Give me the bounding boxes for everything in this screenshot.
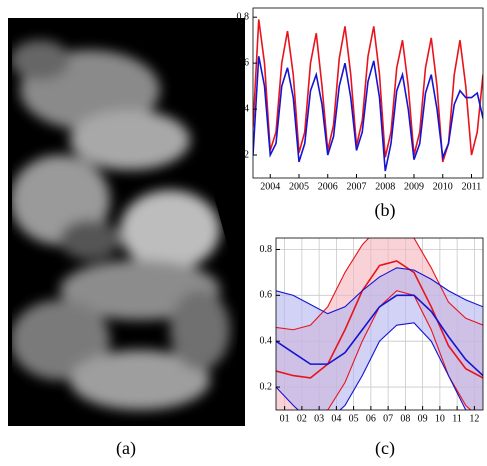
axes-frame bbox=[252, 7, 484, 179]
x-tick-label: 2007 bbox=[347, 181, 367, 192]
caption: (b) bbox=[375, 200, 396, 221]
band-edge bbox=[276, 322, 467, 410]
y-tick-label: 0.4 bbox=[237, 103, 250, 114]
y-tick-label: 0.6 bbox=[260, 290, 273, 301]
x-tick-label: 02 bbox=[297, 413, 307, 424]
caption: (c) bbox=[375, 438, 395, 459]
y-tick-label: 0.8 bbox=[260, 244, 273, 255]
band-edge bbox=[276, 238, 483, 331]
caption: (a) bbox=[116, 438, 136, 459]
x-tick-label: 2006 bbox=[318, 181, 338, 192]
x-tick-label: 05 bbox=[349, 413, 359, 424]
x-tick-label: 12 bbox=[469, 413, 479, 424]
y-tick-label: 0.8 bbox=[237, 11, 250, 22]
y-tick-label: 0.2 bbox=[260, 381, 273, 392]
x-tick-label: 2010 bbox=[433, 181, 453, 192]
y-tick-label: 0.6 bbox=[237, 57, 250, 68]
line bbox=[253, 56, 483, 172]
x-tick-label: 10 bbox=[435, 413, 445, 424]
x-tick-label: 2011 bbox=[462, 181, 482, 192]
y-tick-label: 0.2 bbox=[237, 149, 250, 160]
x-tick-label: 2005 bbox=[289, 181, 309, 192]
line bbox=[276, 294, 483, 377]
image-texture bbox=[12, 40, 230, 410]
plot bbox=[276, 238, 483, 410]
x-tick-label: 07 bbox=[383, 413, 393, 424]
x-tick-label: 03 bbox=[314, 413, 324, 424]
x-tick-label: 08 bbox=[400, 413, 410, 424]
line bbox=[276, 260, 483, 379]
x-tick-label: 04 bbox=[331, 413, 341, 424]
x-tick-label: 2008 bbox=[375, 181, 395, 192]
x-tick-label: 2004 bbox=[260, 181, 280, 192]
axes-frame bbox=[275, 237, 484, 411]
x-tick-label: 11 bbox=[452, 413, 462, 424]
plot bbox=[253, 19, 483, 172]
x-tick-label: 01 bbox=[280, 413, 290, 424]
band bbox=[276, 267, 483, 410]
x-tick-label: 09 bbox=[418, 413, 428, 424]
x-tick-label: 06 bbox=[366, 413, 376, 424]
x-tick-label: 2009 bbox=[404, 181, 424, 192]
y-tick-label: 0.4 bbox=[260, 335, 273, 346]
band-edge bbox=[276, 267, 483, 315]
line bbox=[253, 19, 483, 163]
satellite-image bbox=[8, 18, 245, 426]
